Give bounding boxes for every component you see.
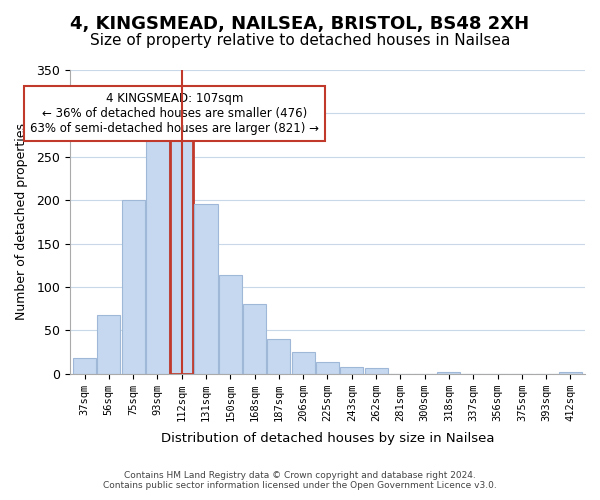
Bar — [97, 314, 121, 374]
Bar — [170, 132, 193, 374]
Bar — [146, 134, 169, 374]
Bar — [194, 204, 218, 374]
Y-axis label: Number of detached properties: Number of detached properties — [15, 124, 28, 320]
Bar — [559, 372, 582, 374]
Bar — [243, 304, 266, 374]
Bar — [219, 275, 242, 374]
Text: Contains HM Land Registry data © Crown copyright and database right 2024.
Contai: Contains HM Land Registry data © Crown c… — [103, 470, 497, 490]
Bar — [437, 372, 460, 374]
Bar — [316, 362, 339, 374]
Bar — [365, 368, 388, 374]
Text: 4 KINGSMEAD: 107sqm
← 36% of detached houses are smaller (476)
63% of semi-detac: 4 KINGSMEAD: 107sqm ← 36% of detached ho… — [30, 92, 319, 134]
X-axis label: Distribution of detached houses by size in Nailsea: Distribution of detached houses by size … — [161, 432, 494, 445]
Text: 4, KINGSMEAD, NAILSEA, BRISTOL, BS48 2XH: 4, KINGSMEAD, NAILSEA, BRISTOL, BS48 2XH — [70, 15, 530, 33]
Text: Size of property relative to detached houses in Nailsea: Size of property relative to detached ho… — [90, 32, 510, 48]
Bar — [340, 366, 364, 374]
Bar — [122, 200, 145, 374]
Bar — [73, 358, 96, 374]
Bar — [292, 352, 315, 374]
Bar — [268, 339, 290, 374]
